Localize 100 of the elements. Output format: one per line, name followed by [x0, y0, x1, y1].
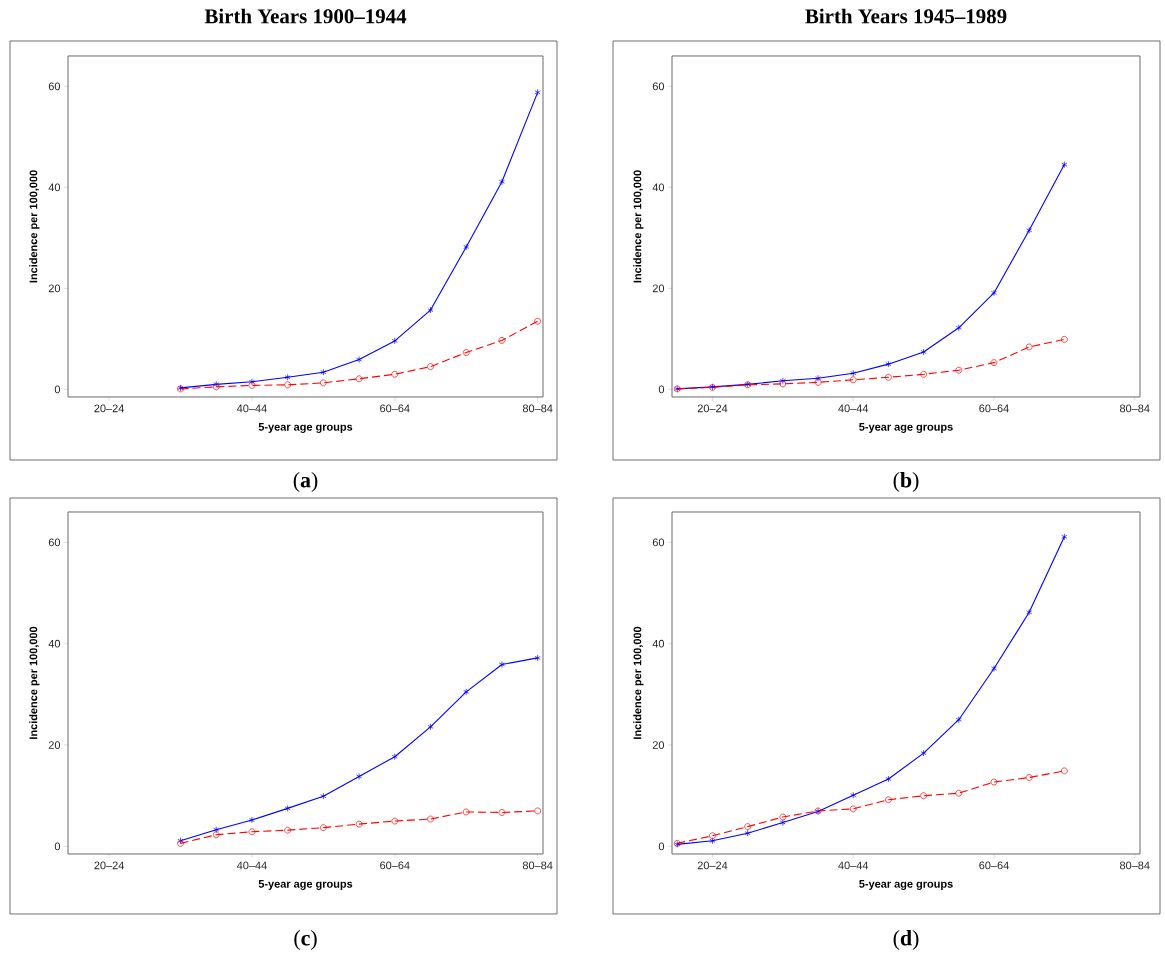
x-tick-label: 40–44	[236, 861, 267, 870]
y-tick-label: 0	[54, 385, 61, 394]
point	[356, 773, 363, 780]
y-axis-title: Incidence per 100,000	[29, 170, 40, 283]
x-tick-label: 20–24	[697, 404, 728, 413]
point	[920, 348, 927, 356]
point	[850, 791, 857, 799]
point	[498, 661, 505, 668]
y-tick-label: 0	[658, 385, 665, 394]
point	[990, 359, 998, 366]
point	[815, 374, 821, 382]
point	[391, 753, 398, 761]
point	[1061, 161, 1068, 168]
point	[498, 337, 506, 344]
point	[920, 370, 927, 378]
point	[1025, 774, 1033, 781]
point	[355, 375, 363, 383]
point	[920, 792, 927, 800]
point	[885, 373, 892, 381]
y-tick-label: 40	[652, 639, 665, 648]
point	[320, 379, 327, 387]
x-tick-label: 20–24	[94, 404, 124, 413]
x-tick-label: 60–64	[979, 861, 1009, 870]
y-tick-label: 60	[652, 82, 665, 91]
point	[248, 378, 255, 386]
x-tick-label: 60–64	[380, 861, 410, 870]
point	[427, 363, 434, 371]
x-tick-label: 60–64	[979, 404, 1009, 413]
x-tick-label: 40–44	[236, 404, 267, 413]
x-tick-label: 80–84	[522, 861, 553, 870]
point	[284, 805, 291, 812]
point	[744, 823, 752, 830]
point	[534, 807, 541, 815]
text: (c)	[294, 930, 317, 950]
x-tick-label: 20–24	[94, 861, 124, 870]
point	[1061, 767, 1068, 775]
y-tick-label: 20	[652, 284, 665, 293]
x-tick-label: 40–44	[838, 404, 869, 413]
chart-title: Birth Years 1945–1989	[805, 8, 1007, 24]
x-axis-title: 5-year age groups	[859, 423, 953, 433]
point	[955, 789, 963, 797]
point	[498, 809, 506, 816]
point	[462, 808, 470, 816]
point	[391, 817, 399, 825]
point	[709, 837, 716, 845]
y-tick-label: 60	[48, 538, 61, 547]
point	[709, 832, 716, 840]
point	[213, 826, 220, 834]
point	[1026, 608, 1033, 616]
point	[391, 370, 399, 378]
point	[248, 382, 256, 389]
y-tick-label: 40	[48, 639, 61, 648]
y-tick-label: 20	[48, 741, 61, 749]
y-axis-title: Incidence per 100,000	[633, 170, 644, 283]
point	[534, 89, 541, 96]
x-axis-title: 5-year age groups	[859, 880, 953, 890]
chart-title: Birth Years 1900–1944	[204, 8, 407, 24]
y-axis-title: Incidence per 100,000	[29, 626, 40, 739]
point	[744, 829, 751, 837]
point	[1061, 533, 1068, 541]
point	[498, 178, 505, 186]
point	[463, 243, 470, 251]
point	[534, 317, 541, 325]
point	[284, 826, 291, 834]
point	[1026, 226, 1033, 234]
x-axis-title: 5-year age groups	[258, 880, 353, 890]
point	[1061, 336, 1068, 343]
point	[284, 381, 291, 389]
point	[920, 749, 927, 757]
point	[991, 665, 997, 672]
y-tick-label: 60	[652, 538, 665, 547]
point	[355, 820, 363, 828]
y-tick-label: 0	[658, 842, 665, 851]
point	[534, 654, 541, 662]
y-tick-label: 0	[54, 842, 61, 851]
point	[212, 831, 220, 839]
y-tick-label: 60	[48, 82, 61, 91]
point	[462, 349, 470, 356]
y-tick-label: 20	[48, 284, 61, 293]
point	[248, 816, 255, 824]
x-tick-label: 80–84	[522, 404, 553, 413]
point	[320, 368, 327, 376]
x-tick-label: 40–44	[838, 861, 869, 870]
x-tick-label: 20–24	[697, 861, 728, 870]
x-axis-title: 5-year age groups	[258, 423, 353, 433]
point	[1025, 343, 1033, 351]
point	[427, 815, 434, 823]
point	[885, 360, 892, 368]
point	[391, 337, 398, 345]
point	[990, 778, 998, 786]
point	[955, 324, 962, 332]
y-tick-label: 20	[652, 741, 665, 749]
point	[427, 723, 434, 731]
y-tick-label: 40	[652, 183, 665, 192]
point	[849, 376, 857, 384]
point	[885, 775, 892, 783]
point	[320, 824, 327, 831]
point	[885, 796, 892, 804]
text: (a)	[293, 472, 318, 492]
text: (d)	[893, 930, 919, 950]
